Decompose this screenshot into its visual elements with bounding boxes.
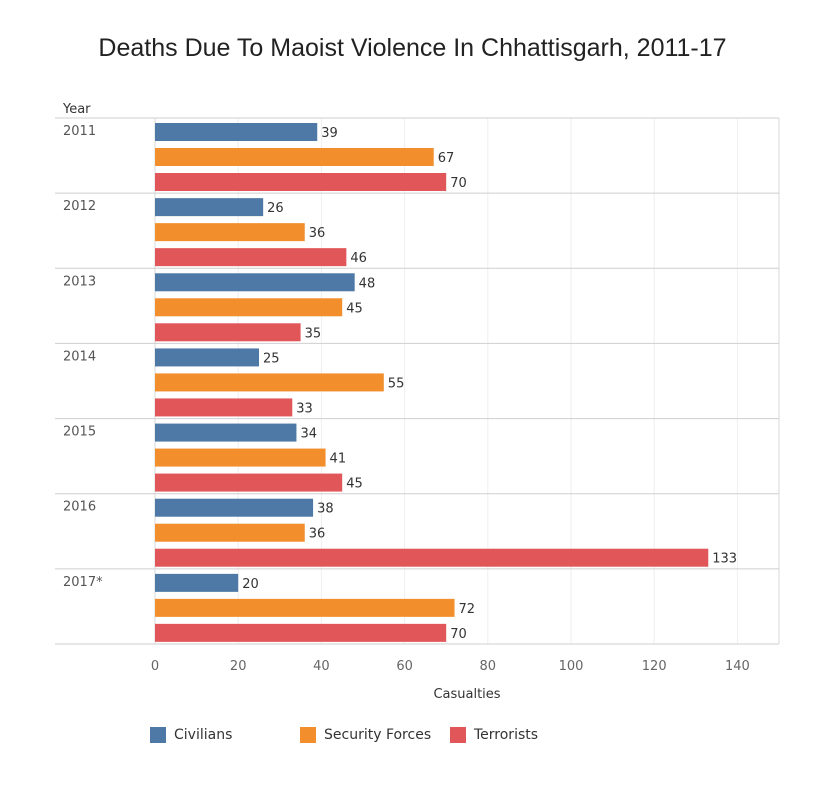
data-label: 33 (296, 401, 313, 416)
x-tick-label: 60 (396, 659, 413, 674)
x-tick-label: 0 (151, 659, 159, 674)
category-label: 2013 (63, 274, 96, 289)
bar (155, 498, 314, 517)
category-label: 2014 (63, 349, 96, 364)
data-label: 67 (438, 151, 455, 166)
data-label: 72 (459, 602, 476, 617)
bar (155, 373, 384, 392)
bar (155, 198, 264, 217)
legend-item-terrorists[interactable]: Terrorists (450, 727, 538, 743)
category-label: 2017* (63, 575, 103, 590)
data-label: 39 (321, 126, 338, 141)
bar (155, 298, 343, 317)
x-tick-label: 80 (480, 659, 497, 674)
data-label: 45 (346, 301, 363, 316)
data-label: 45 (346, 477, 363, 492)
x-tick-label: 120 (642, 659, 667, 674)
x-tick-label: 100 (559, 659, 584, 674)
data-label: 26 (267, 201, 284, 216)
bar (155, 173, 447, 191)
category-label: 2011 (63, 124, 96, 139)
data-label: 48 (359, 276, 376, 291)
data-label: 36 (309, 527, 326, 542)
chart-title: Deaths Due To Maoist Violence In Chhatti… (98, 34, 727, 62)
legend-label-terrorists: Terrorists (474, 727, 539, 743)
legend-label-security-forces: Security Forces (324, 727, 432, 743)
legend-label-civilians: Civilians (174, 727, 233, 743)
data-label: 46 (350, 251, 367, 266)
bar (155, 223, 305, 242)
data-label: 41 (330, 452, 347, 467)
legend-item-civilians[interactable]: Civilians (150, 727, 232, 743)
data-label: 133 (712, 552, 737, 567)
bar (155, 398, 293, 417)
data-label: 70 (450, 176, 467, 191)
x-tick-label: 20 (230, 659, 247, 674)
legend-item-security-forces[interactable]: Security Forces (300, 727, 431, 743)
data-label: 55 (388, 376, 405, 391)
data-label: 36 (309, 226, 326, 241)
legend-swatch-civilians (150, 727, 166, 743)
data-label: 25 (263, 351, 280, 366)
bar (155, 273, 355, 292)
bar (155, 623, 447, 642)
x-axis-label: Casualties (433, 687, 500, 702)
bar (155, 148, 434, 166)
data-label: 20 (242, 577, 259, 592)
bar (155, 598, 455, 617)
bar (155, 573, 239, 592)
bar (155, 423, 297, 442)
data-label: 35 (305, 326, 322, 341)
category-label: 2012 (63, 199, 96, 214)
y-axis-label: Year (62, 102, 91, 117)
data-label: 34 (300, 427, 317, 442)
legend-swatch-security-forces (300, 727, 316, 743)
bar (155, 548, 709, 567)
data-label: 38 (317, 502, 334, 517)
bar (155, 248, 347, 267)
bar (155, 348, 259, 367)
legend-swatch-terrorists (450, 727, 466, 743)
bar (155, 448, 326, 467)
bar (155, 523, 305, 542)
category-label: 2015 (63, 425, 96, 440)
x-tick-label: 40 (313, 659, 330, 674)
category-label: 2016 (63, 500, 96, 515)
bar (155, 323, 301, 342)
x-tick-label: 140 (725, 659, 750, 674)
data-label: 70 (450, 627, 467, 642)
bar (155, 123, 318, 141)
bar (155, 473, 343, 492)
